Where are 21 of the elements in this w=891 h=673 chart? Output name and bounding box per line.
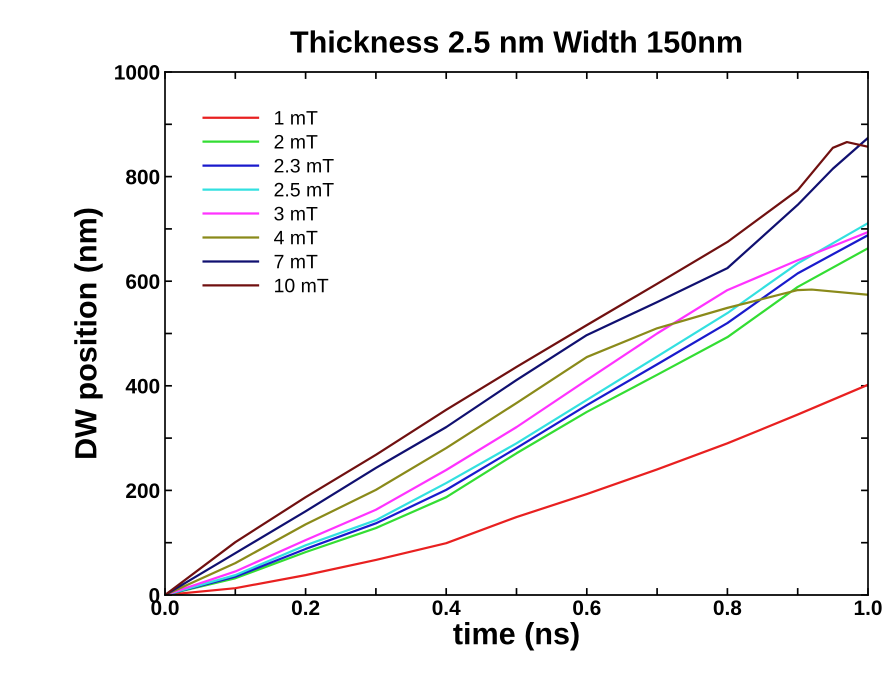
legend-label: 10 mT — [275, 278, 328, 292]
x-tick-label: 0.4 — [432, 600, 461, 616]
x-tick-label: 0.6 — [573, 600, 601, 616]
x-axis-title: time (ns) — [453, 622, 579, 651]
legend-label: 1 mT — [275, 111, 318, 125]
legend-label: 2.5 mT — [274, 182, 334, 197]
x-tick-label: 0.2 — [292, 600, 320, 616]
legend-label: 2.3 mT — [274, 158, 334, 173]
chart-title: Thickness 2.5 nm Width 150nm — [290, 30, 742, 53]
x-tick-label: 1.0 — [854, 600, 882, 616]
legend-label: 2 mT — [274, 134, 318, 148]
legend-label: 4 mT — [274, 230, 318, 244]
legend-label: 3 mT — [274, 206, 318, 221]
legend-label: 7 mT — [274, 254, 318, 268]
y-tick-label: 800 — [126, 170, 160, 184]
y-tick-label: 600 — [126, 274, 160, 289]
x-tick-label: 0.8 — [714, 600, 742, 616]
y-tick-label: 400 — [126, 378, 160, 394]
y-tick-label: 200 — [126, 483, 160, 498]
y-tick-label: 1000 — [115, 65, 160, 80]
y-axis-title: DW position (nm) — [74, 208, 103, 458]
